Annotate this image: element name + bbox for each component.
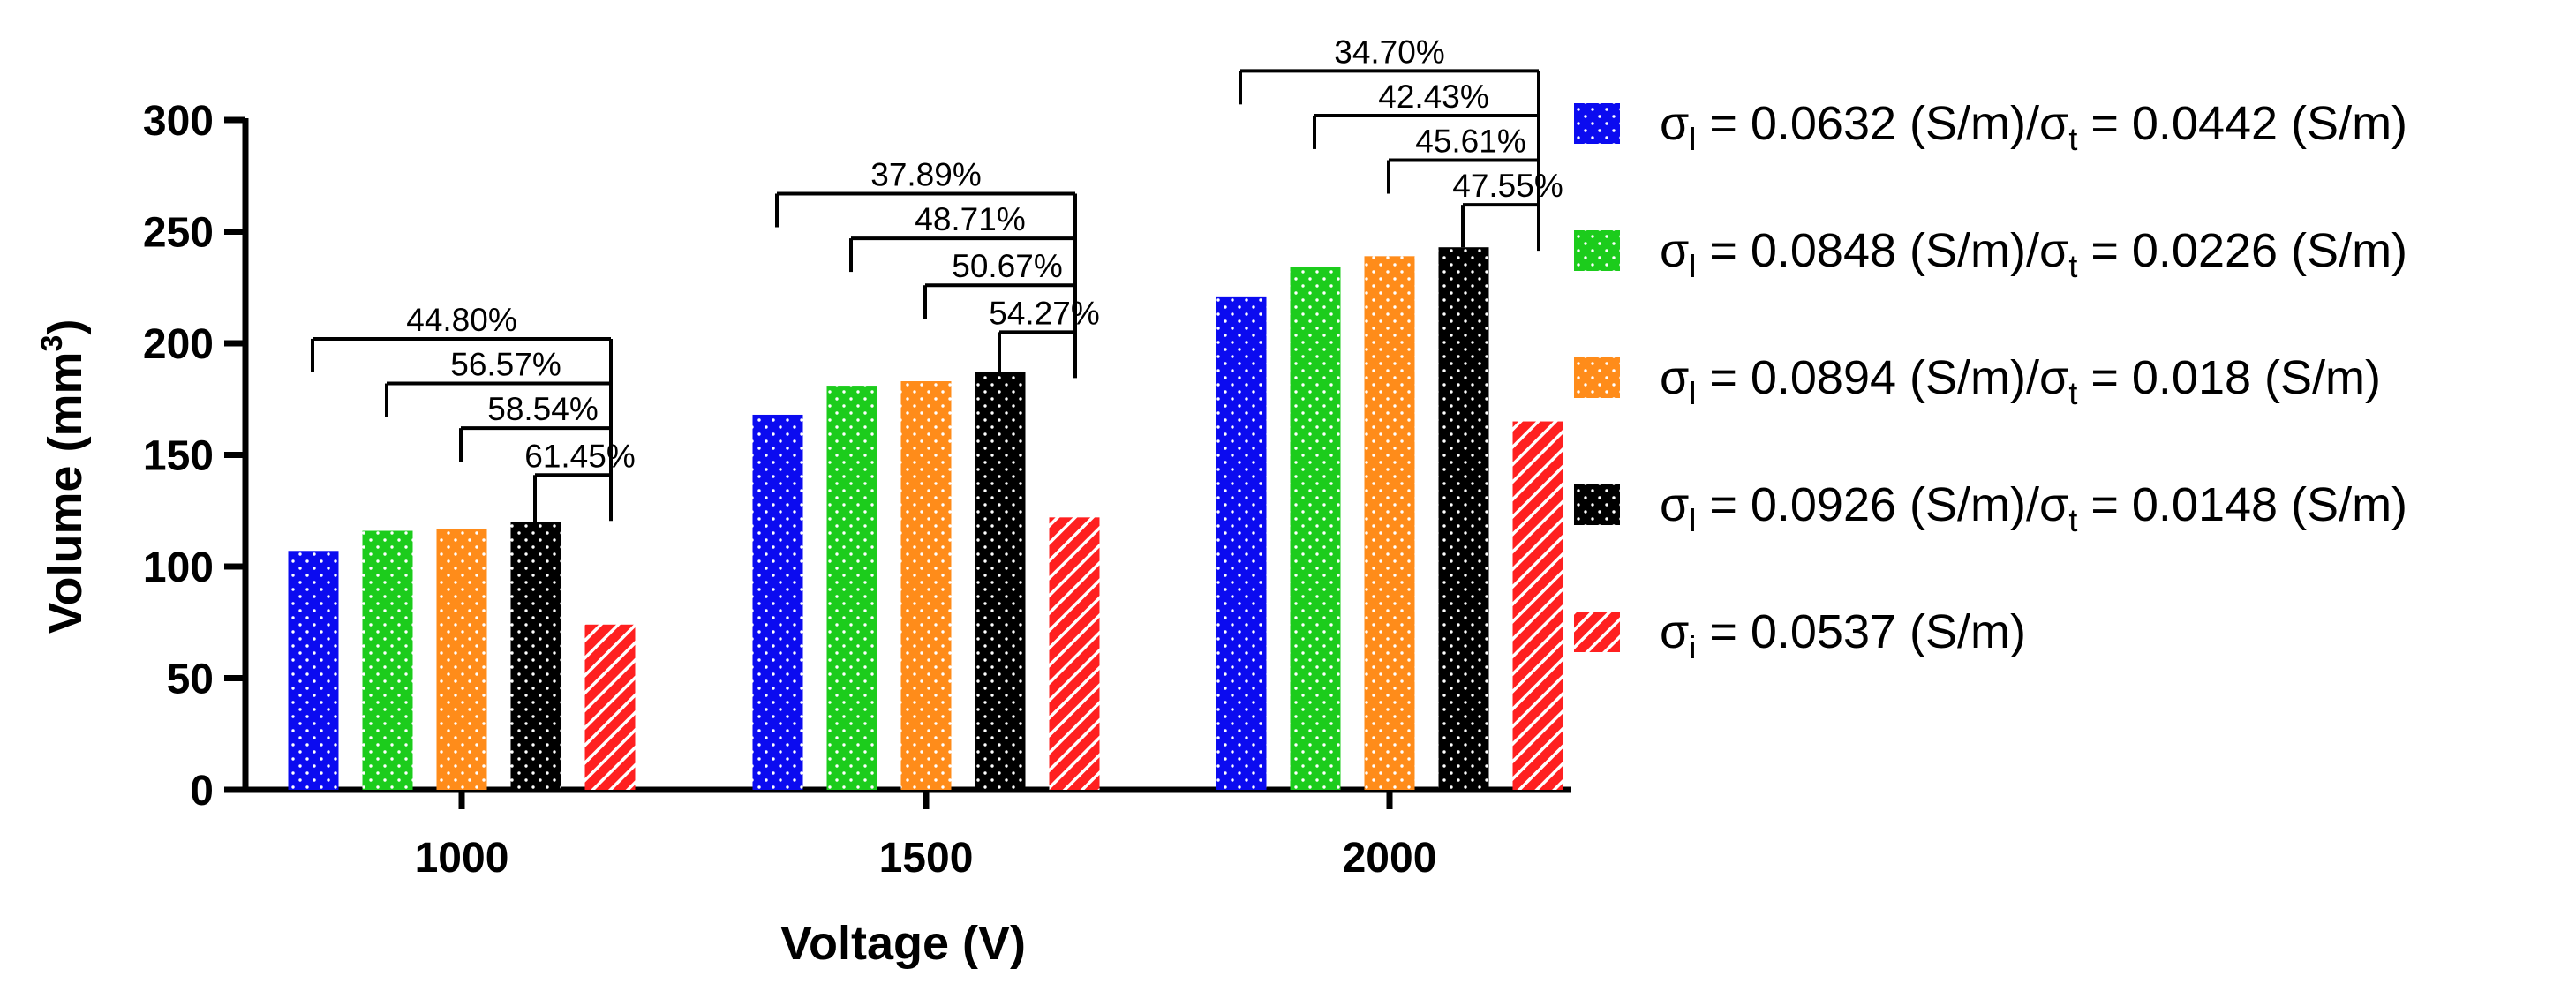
legend-swatch [1574, 484, 1620, 525]
legend-label: σl = 0.0894 (S/m)/σt = 0.018 (S/m) [1660, 351, 2381, 411]
percent-annotation: 42.43% [1378, 79, 1489, 115]
legend-swatch [1574, 230, 1620, 271]
y-axis-title-superscript: 3 [35, 335, 69, 352]
percent-annotation: 50.67% [952, 248, 1063, 284]
percent-annotation: 34.70% [1334, 34, 1445, 70]
percent-annotation: 44.80% [406, 302, 517, 338]
y-tick-label: 150 [143, 433, 214, 480]
percent-annotation: 58.54% [487, 391, 599, 427]
legend-label: σi = 0.0537 (S/m) [1660, 605, 2026, 665]
bar [288, 551, 339, 790]
bar [975, 372, 1026, 790]
bar [1512, 421, 1563, 790]
legend-item: σl = 0.0926 (S/m)/σt = 0.0148 (S/m) [1574, 478, 2407, 538]
axis-labels: Voltage (V) Volume (mm3) [35, 319, 1026, 970]
percent-annotation: 56.57% [450, 347, 561, 383]
legend-item: σl = 0.0894 (S/m)/σt = 0.018 (S/m) [1574, 351, 2381, 411]
legend-swatch [1574, 103, 1620, 144]
x-tick-label: 1000 [415, 835, 509, 882]
legend-swatch [1574, 357, 1620, 398]
bar [1049, 517, 1100, 790]
y-tick-label: 200 [143, 321, 214, 368]
legend-label: σl = 0.0848 (S/m)/σt = 0.0226 (S/m) [1660, 224, 2407, 284]
x-axis-title: Voltage (V) [780, 917, 1026, 970]
legend-item: σl = 0.0632 (S/m)/σt = 0.0442 (S/m) [1574, 97, 2407, 157]
comparison-brackets: 44.80% 56.57% 58.54% 61.45% 37.89% 48.71% 50.6… [311, 34, 1563, 522]
legend: σl = 0.0632 (S/m)/σt = 0.0442 (S/m) σl = … [1574, 97, 2407, 665]
bar [1438, 247, 1489, 791]
bar [362, 530, 413, 790]
bar [1290, 267, 1341, 791]
legend-swatch [1574, 612, 1620, 652]
bars [288, 247, 1563, 791]
y-tick-label: 0 [190, 768, 214, 815]
axes: 0 50 100 150 200 250 300 1000 1500 2000 [143, 98, 1571, 882]
percent-annotation: 48.71% [915, 201, 1026, 237]
bar [826, 386, 877, 790]
x-tick-label: 1500 [879, 835, 974, 882]
bar [1364, 256, 1415, 791]
legend-item: σl = 0.0848 (S/m)/σt = 0.0226 (S/m) [1574, 224, 2407, 284]
percent-annotation: 54.27% [989, 295, 1100, 331]
bar [436, 528, 487, 790]
legend-label: σl = 0.0632 (S/m)/σt = 0.0442 (S/m) [1660, 97, 2407, 157]
y-tick-label: 250 [143, 210, 214, 257]
x-tick-label: 2000 [1343, 835, 1437, 882]
y-axis-title-main: Volume (mm [39, 351, 92, 634]
y-tick-label: 300 [143, 98, 214, 145]
percent-annotation: 61.45% [524, 438, 636, 474]
y-tick-label: 50 [167, 657, 214, 703]
y-axis-title-close: ) [39, 319, 92, 335]
legend-item: σi = 0.0537 (S/m) [1574, 605, 2026, 665]
y-tick-label: 100 [143, 544, 214, 591]
bar [584, 624, 636, 790]
percent-annotation: 37.89% [870, 156, 982, 192]
bar [752, 414, 803, 790]
percent-annotation: 47.55% [1452, 168, 1563, 204]
percent-annotation: 45.61% [1415, 124, 1526, 160]
y-axis-title: Volume (mm3) [35, 319, 92, 634]
bar [900, 381, 952, 790]
bar [510, 522, 561, 790]
bar [1216, 296, 1267, 790]
legend-label: σl = 0.0926 (S/m)/σt = 0.0148 (S/m) [1660, 478, 2407, 538]
